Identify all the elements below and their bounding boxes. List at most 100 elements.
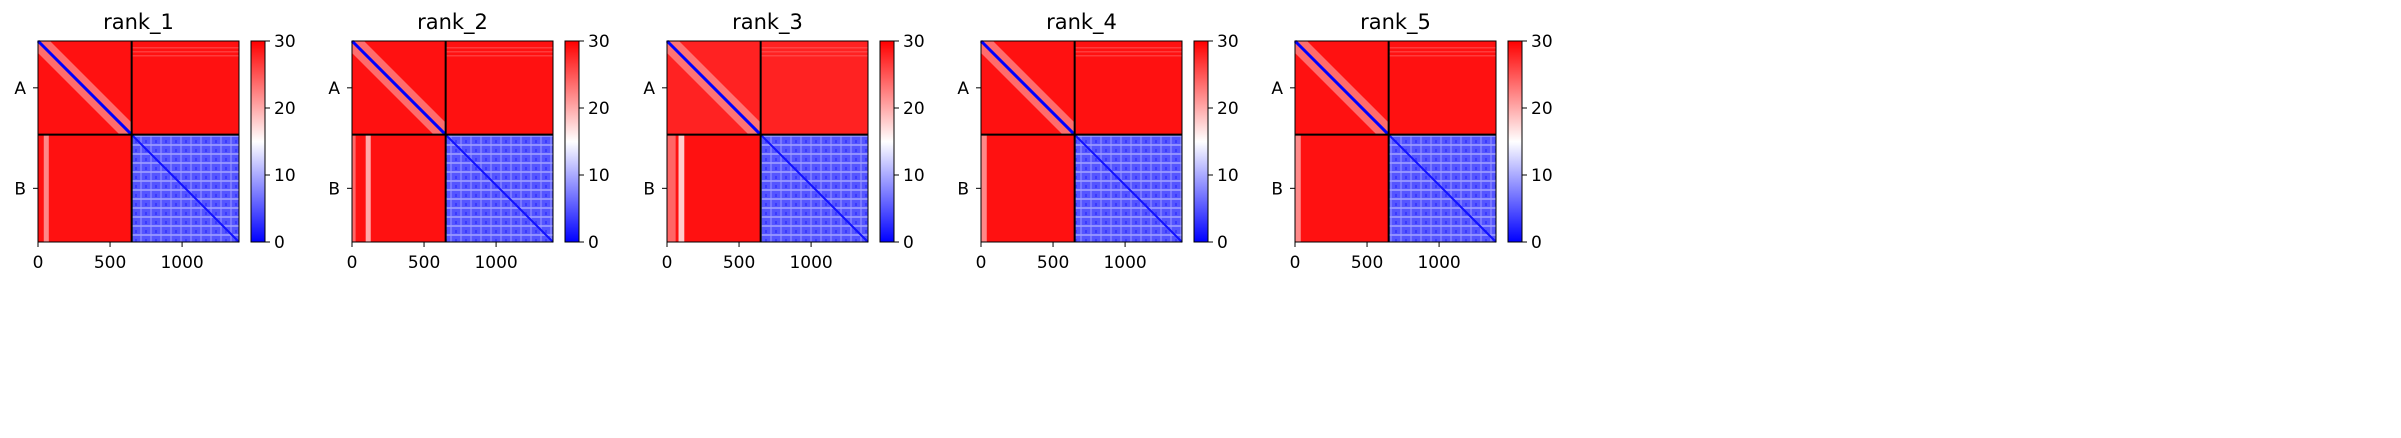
- chart-title: rank_3: [732, 10, 803, 35]
- x-tick-label: 0: [347, 253, 358, 273]
- colorbar-tick-label: 30: [588, 32, 610, 52]
- ab-noise-row: [131, 55, 239, 57]
- y-tick-label: B: [328, 179, 340, 199]
- ab-noise-row: [1388, 51, 1496, 53]
- x-tick-label: 1000: [474, 253, 517, 273]
- diagonal-a: [979, 39, 1076, 136]
- colorbar-tick-label: 20: [1217, 99, 1239, 119]
- colorbar-tick-label: 10: [1531, 166, 1553, 186]
- y-tick-label: B: [1271, 179, 1283, 199]
- plot-frame: [1294, 40, 1497, 243]
- plot-frame: [980, 40, 1183, 243]
- colorbar-tick-label: 30: [1217, 32, 1239, 52]
- colorbar-tick-label: 10: [1217, 166, 1239, 186]
- ab-noise-row: [760, 55, 868, 57]
- chart-title: rank_2: [417, 10, 488, 35]
- y-tick-label: B: [14, 179, 26, 199]
- heatmap-panel-5: rank_5 A B 0 500 1000 0 10 20 30: [1271, 10, 1552, 273]
- colorbar-tick-label: 20: [588, 99, 610, 119]
- quadrant-b-a: [981, 134, 1075, 242]
- chart-title: rank_1: [103, 10, 174, 35]
- diagonal-b: [1073, 133, 1183, 243]
- y-tick-label: B: [957, 179, 969, 199]
- colorbar: [250, 40, 266, 243]
- colorbar-tick-label: 0: [1531, 233, 1542, 253]
- x-tick-label: 500: [723, 253, 755, 273]
- y-tick-label: A: [328, 79, 340, 99]
- quadrant-a-b: [760, 41, 868, 135]
- quadrant-a-b: [1388, 41, 1496, 135]
- colorbar-tick-label: 20: [903, 99, 925, 119]
- x-tick-label: 1000: [789, 253, 832, 273]
- ab-noise-row: [1074, 55, 1182, 57]
- diagonal-a: [36, 39, 133, 136]
- diagonal-a: [665, 39, 762, 136]
- colorbar-tick-label: 10: [588, 166, 610, 186]
- heatmap-panel-2: rank_2 A B 0 500 1000 0 10 20 30: [328, 10, 609, 273]
- colorbar: [1193, 40, 1209, 243]
- diagonal-a: [1293, 39, 1390, 136]
- y-tick-label: A: [957, 79, 969, 99]
- ba-stripe: [365, 134, 371, 242]
- x-tick-label: 0: [1290, 253, 1301, 273]
- diagonal-b: [1387, 133, 1497, 243]
- heatmap-panel-3: rank_3 A B 0 500 1000 0 10 20 30: [643, 10, 924, 273]
- quadrant-a-b: [131, 41, 239, 135]
- colorbar-tick-label: 20: [274, 99, 296, 119]
- colorbar: [564, 40, 580, 243]
- diagonal-b: [130, 133, 240, 243]
- x-tick-label: 0: [976, 253, 987, 273]
- diagonal-a: [350, 39, 447, 136]
- x-tick-label: 500: [1037, 253, 1069, 273]
- heatmap-panel-4: rank_4 A B 0 500 1000 0 10 20 30: [957, 10, 1238, 273]
- ab-noise-row: [131, 47, 239, 49]
- quadrant-a-b: [445, 41, 553, 135]
- plot-frame: [37, 40, 240, 243]
- colorbar: [879, 40, 895, 243]
- ab-noise-row: [1074, 47, 1182, 49]
- y-tick-label: A: [643, 79, 655, 99]
- ab-noise-row: [760, 51, 868, 53]
- heatmap-panel-1: rank_1 A B 0 500 1000 0 10 20 30: [14, 10, 295, 273]
- ab-noise-row: [760, 47, 868, 49]
- quadrant-a-b: [1074, 41, 1182, 135]
- x-tick-label: 500: [94, 253, 126, 273]
- ab-noise-row: [1388, 47, 1496, 49]
- ba-stripe: [43, 134, 49, 242]
- colorbar: [1507, 40, 1523, 243]
- colorbar-tick-label: 0: [588, 233, 599, 253]
- diagonal-b: [444, 133, 554, 243]
- x-tick-label: 500: [1351, 253, 1383, 273]
- colorbar-tick-label: 30: [274, 32, 296, 52]
- colorbar-tick-label: 10: [903, 166, 925, 186]
- diagonal-b: [759, 133, 869, 243]
- ab-noise-row: [445, 55, 553, 57]
- colorbar-tick-label: 20: [1531, 99, 1553, 119]
- plot-frame: [666, 40, 869, 243]
- colorbar-tick-label: 0: [1217, 233, 1228, 253]
- plot-frame: [351, 40, 554, 243]
- ba-stripe: [1295, 134, 1301, 242]
- colorbar-tick-label: 0: [274, 233, 285, 253]
- ba-stripe: [981, 134, 987, 242]
- ab-noise-row: [445, 51, 553, 53]
- y-tick-label: A: [1271, 79, 1283, 99]
- colorbar-tick-label: 0: [903, 233, 914, 253]
- ab-noise-row: [445, 47, 553, 49]
- ab-noise-row: [1074, 51, 1182, 53]
- ab-noise-row: [1388, 55, 1496, 57]
- x-tick-label: 1000: [1417, 253, 1460, 273]
- x-tick-label: 1000: [160, 253, 203, 273]
- colorbar-tick-label: 10: [274, 166, 296, 186]
- colorbar-tick-label: 30: [903, 32, 925, 52]
- y-tick-label: A: [14, 79, 26, 99]
- quadrant-b-a: [38, 134, 132, 242]
- ba-stripe: [667, 134, 676, 242]
- ba-stripe: [678, 134, 685, 242]
- x-tick-label: 500: [408, 253, 440, 273]
- x-tick-label: 1000: [1103, 253, 1146, 273]
- x-tick-label: 0: [662, 253, 673, 273]
- y-tick-label: B: [643, 179, 655, 199]
- ba-stripe: [352, 134, 356, 242]
